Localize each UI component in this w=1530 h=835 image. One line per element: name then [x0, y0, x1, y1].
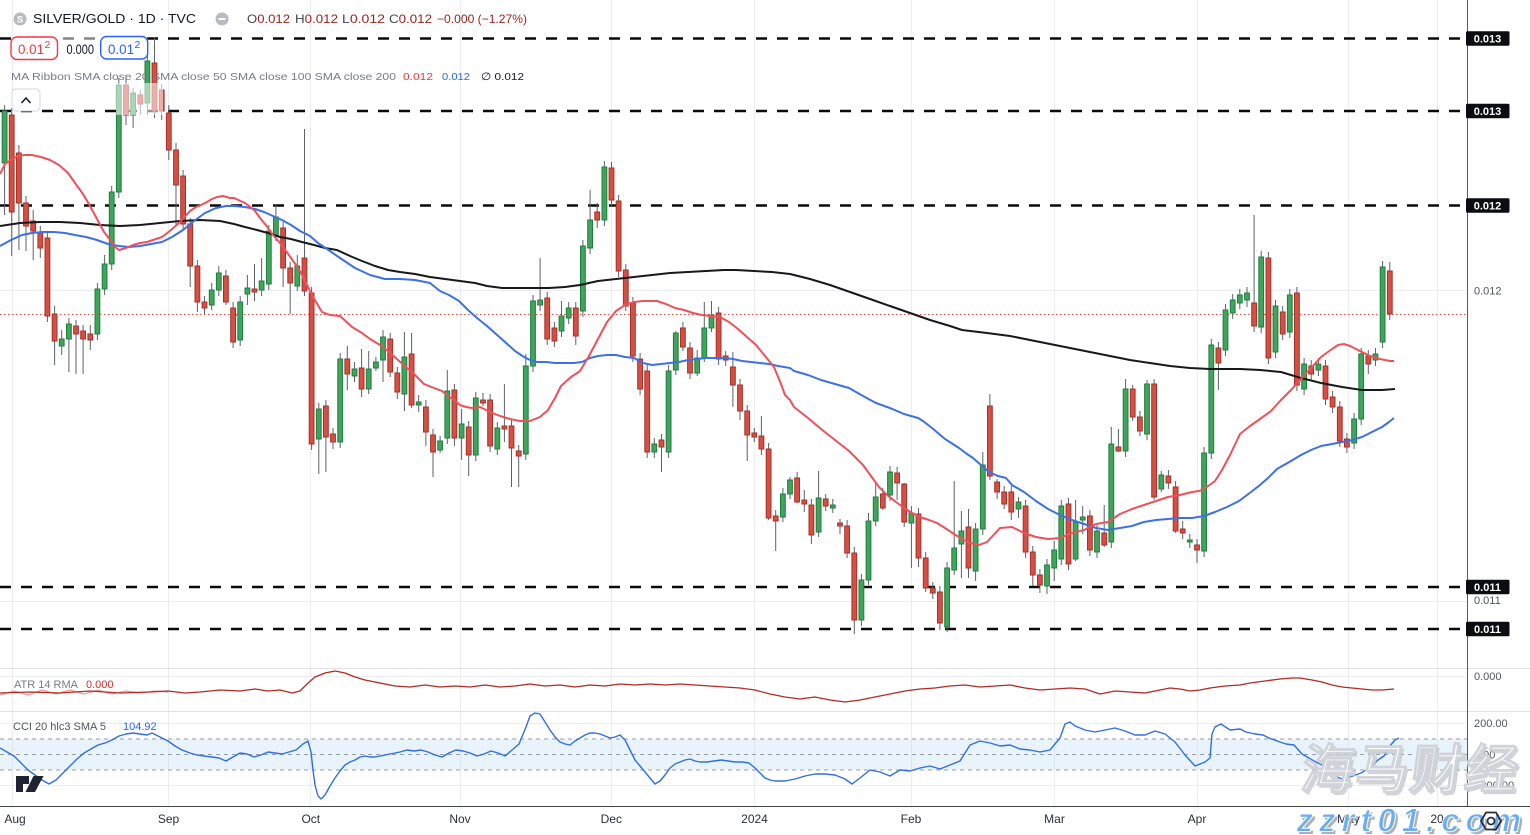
- svg-text:2024: 2024: [741, 812, 768, 826]
- svg-text:L0.012: L0.012: [342, 12, 385, 26]
- svg-text:海马财经: 海马财经: [1298, 741, 1524, 800]
- svg-text:Aug: Aug: [4, 812, 25, 826]
- svg-text:0.000: 0.000: [67, 41, 95, 57]
- svg-text:0.011: 0.011: [1474, 595, 1501, 607]
- svg-text:CCI 20 hlc3 SMA 5: CCI 20 hlc3 SMA 5: [13, 721, 106, 733]
- svg-text:−0.000 (−1.27%): −0.000 (−1.27%): [437, 12, 527, 26]
- svg-text:0.012: 0.012: [1474, 201, 1502, 213]
- svg-text:0.01: 0.01: [108, 41, 134, 57]
- svg-text:2: 2: [135, 39, 141, 51]
- svg-text:0.013: 0.013: [1474, 34, 1502, 46]
- svg-text:0.012: 0.012: [442, 71, 470, 83]
- svg-text:0.000: 0.000: [1474, 671, 1502, 683]
- svg-text:SILVER/GOLD · 1D · TVC: SILVER/GOLD · 1D · TVC: [33, 11, 196, 26]
- svg-text:200.00: 200.00: [1474, 718, 1508, 730]
- svg-text:104.92: 104.92: [123, 721, 157, 733]
- svg-text:0.013: 0.013: [1474, 106, 1502, 118]
- svg-text:0.01: 0.01: [18, 41, 44, 57]
- svg-text:0.011: 0.011: [1474, 582, 1501, 594]
- svg-text:ATR 14 RMA: ATR 14 RMA: [14, 679, 79, 691]
- svg-text:∅ 0.012: ∅ 0.012: [481, 71, 524, 83]
- svg-text:Feb: Feb: [901, 812, 922, 826]
- svg-text:0.00: 0.00: [1474, 750, 1495, 762]
- svg-text:2: 2: [45, 39, 51, 51]
- svg-text:0.011: 0.011: [1474, 624, 1501, 636]
- svg-text:H0.012: H0.012: [295, 12, 338, 26]
- svg-text:Sep: Sep: [158, 812, 180, 826]
- svg-text:S: S: [17, 15, 23, 26]
- svg-text:0.012: 0.012: [1474, 286, 1502, 298]
- svg-text:Dec: Dec: [601, 812, 622, 826]
- svg-text:−200.00: −200.00: [1474, 780, 1514, 792]
- svg-text:0.000: 0.000: [86, 679, 114, 691]
- svg-text:Apr: Apr: [1188, 812, 1207, 826]
- svg-text:MA Ribbon SMA close 20 SMA clo: MA Ribbon SMA close 20 SMA close 50 SMA …: [11, 71, 396, 83]
- svg-text:C0.012: C0.012: [389, 12, 432, 26]
- svg-text:海马财经: 海马财经: [1300, 744, 1526, 803]
- svg-text:Nov: Nov: [449, 812, 470, 826]
- svg-text:0.012: 0.012: [403, 71, 433, 83]
- svg-text:Oct: Oct: [301, 812, 320, 826]
- svg-text:O0.012: O0.012: [247, 12, 290, 26]
- svg-text:May: May: [1337, 812, 1360, 826]
- svg-text:20: 20: [1430, 812, 1444, 826]
- svg-text:Mar: Mar: [1044, 812, 1065, 826]
